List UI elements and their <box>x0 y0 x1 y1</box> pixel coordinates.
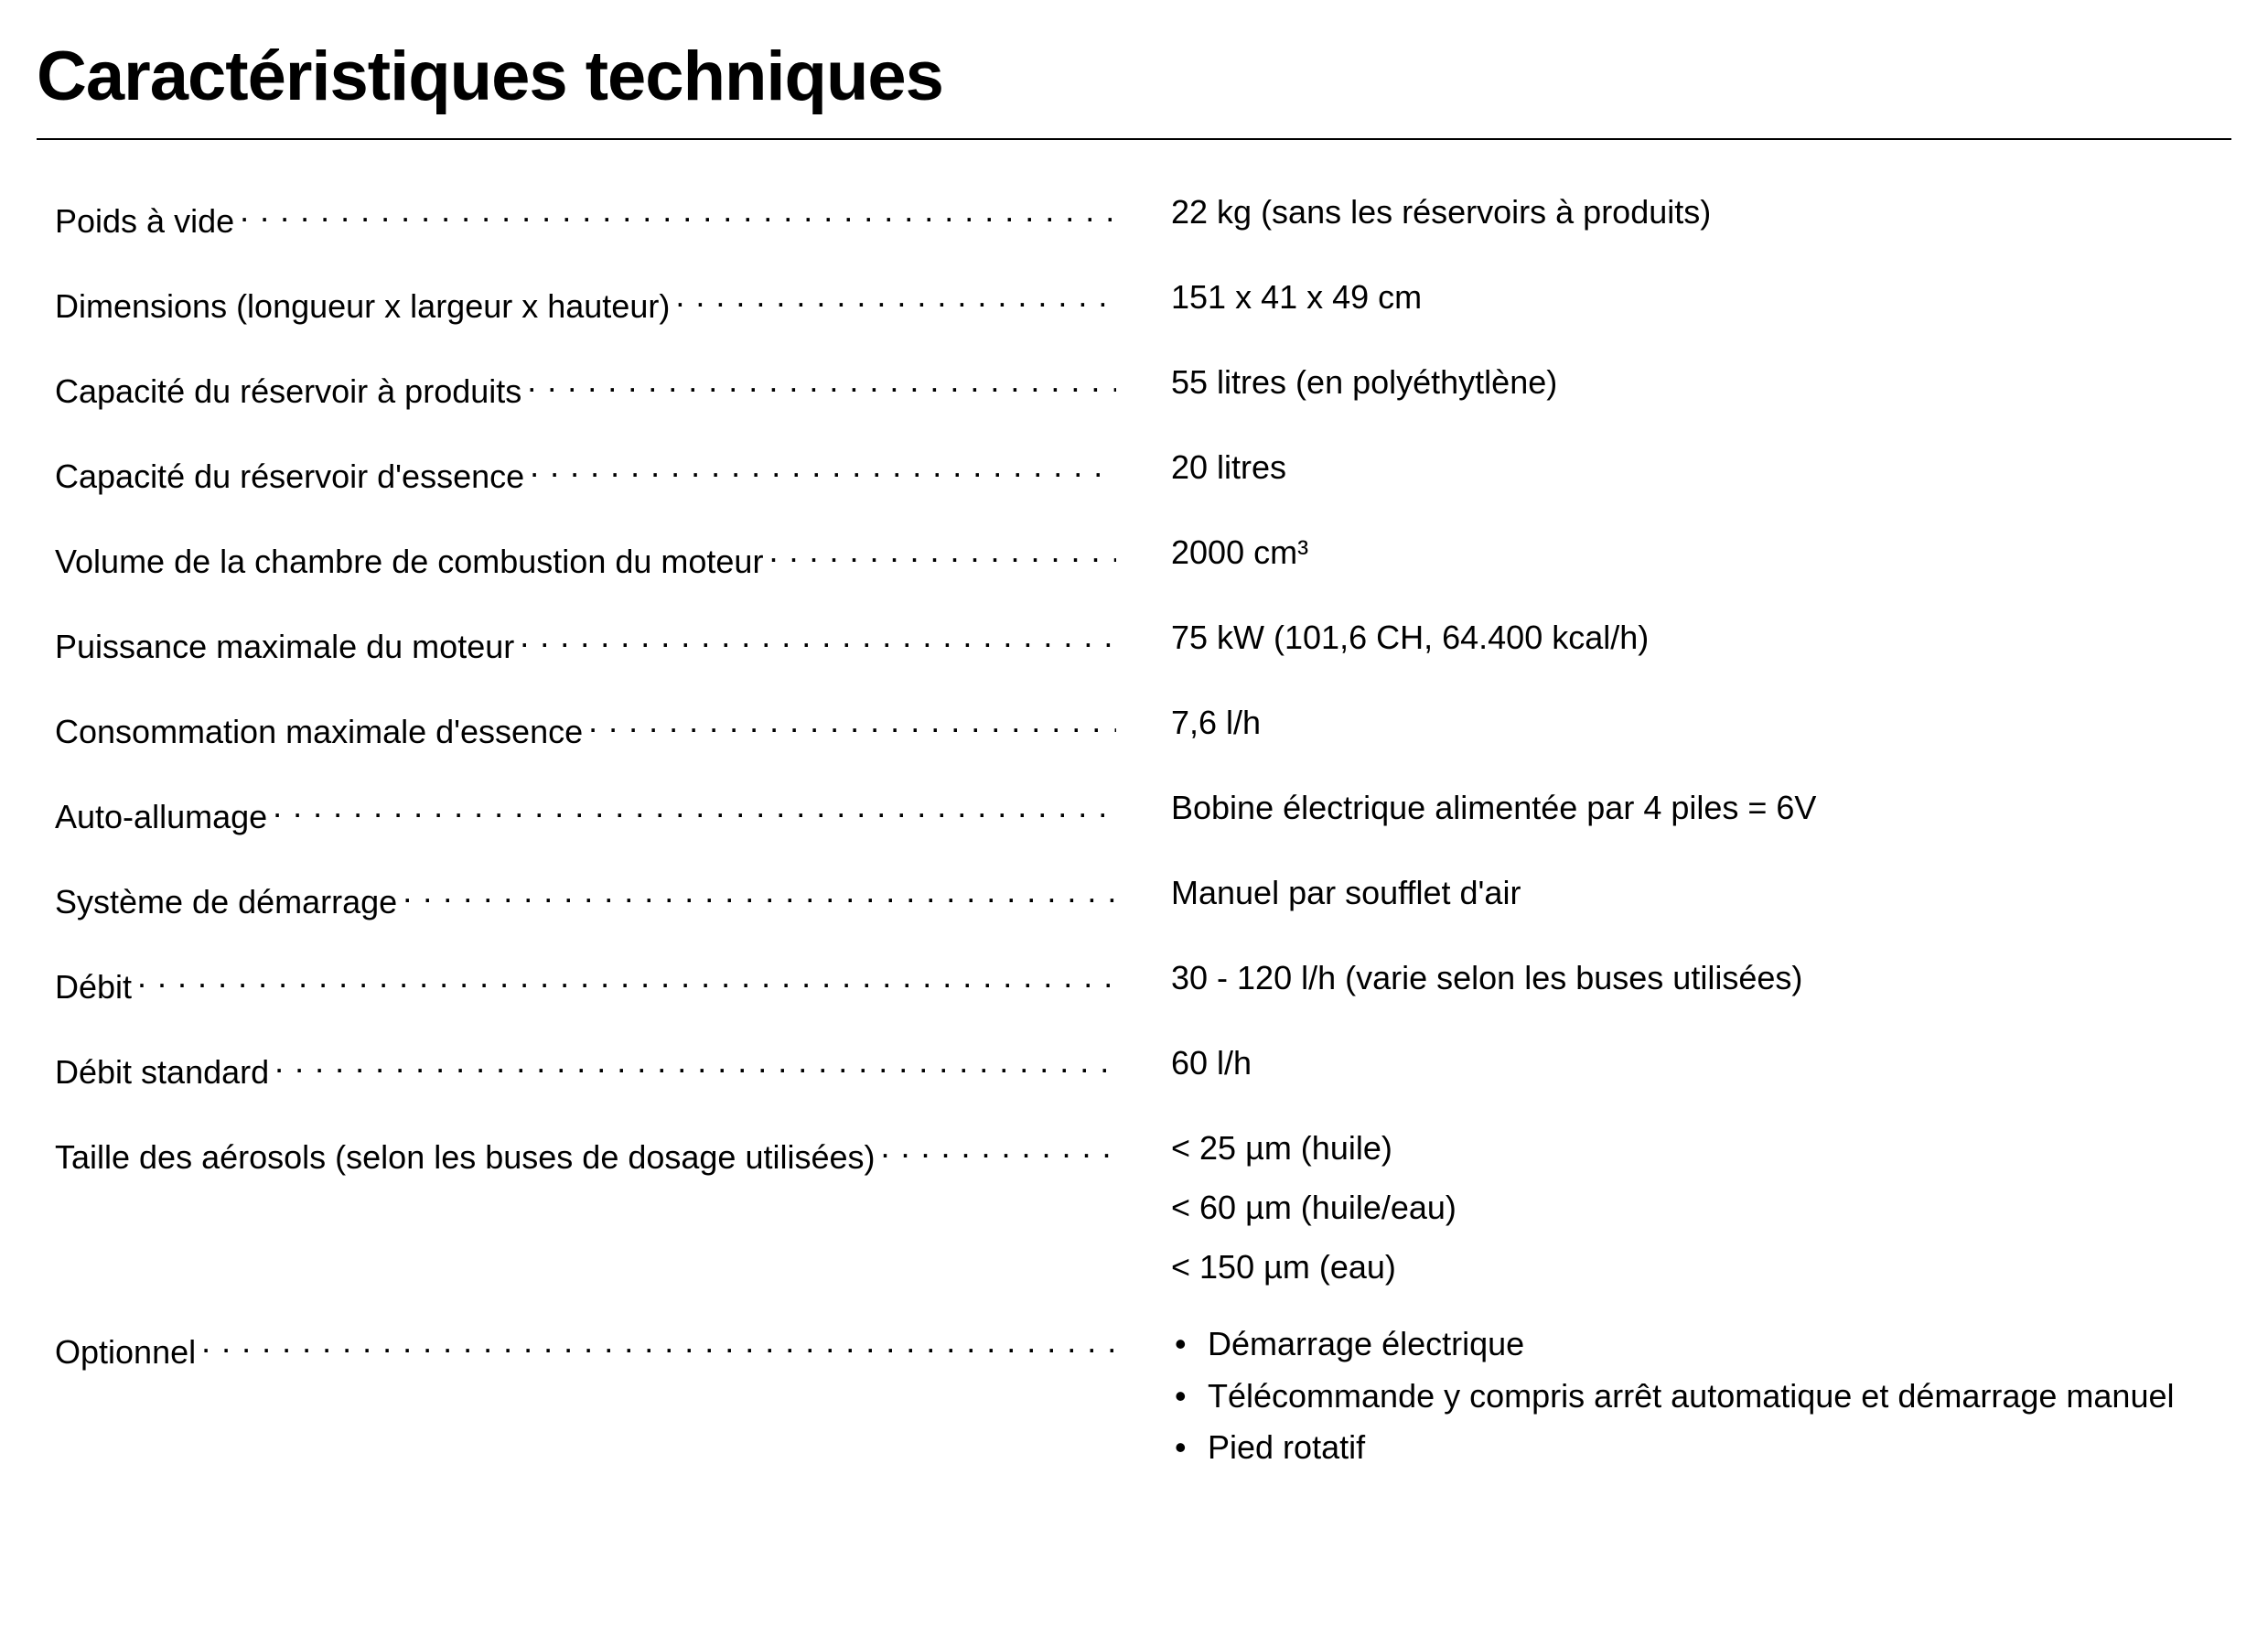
spec-row: Volume de la chambre de combustion du mo… <box>55 532 2231 582</box>
spec-label-wrap: Taille des aérosols (selon les buses de … <box>55 1127 1116 1178</box>
title-rule <box>37 138 2231 140</box>
spec-value-wrap: 60 l/h <box>1116 1042 2231 1083</box>
page: Caractéristiques techniques Poids à vide… <box>0 0 2268 1567</box>
dot-leader <box>527 361 1116 403</box>
dot-leader <box>675 276 1116 318</box>
spec-value-wrap: 55 litres (en polyéthytlène) <box>1116 361 2231 403</box>
spec-value: Manuel par soufflet d'air <box>1171 872 2231 913</box>
dot-leader <box>530 447 1116 488</box>
spec-label: Volume de la chambre de combustion du mo… <box>55 541 769 582</box>
spec-value: 60 l/h <box>1171 1042 2231 1083</box>
spec-label: Dimensions (longueur x largeur x hauteur… <box>55 285 675 327</box>
spec-row: Débit 30 - 120 l/h (varie selon les buses… <box>55 957 2231 1007</box>
dot-leader <box>588 702 1116 743</box>
spec-label-wrap: Consommation maximale d'essence <box>55 702 1116 752</box>
spec-row: Dimensions (longueur x largeur x hauteur… <box>55 276 2231 327</box>
optional-bullet-list: Démarrage électrique Télécommande y compr… <box>1171 1322 2231 1470</box>
spec-value-wrap: 20 litres <box>1116 447 2231 488</box>
spec-label-wrap: Débit standard <box>55 1042 1116 1093</box>
spec-row: Consommation maximale d'essence 7,6 l/h <box>55 702 2231 752</box>
spec-value: 30 - 120 l/h (varie selon les buses util… <box>1171 957 2231 998</box>
spec-value: Bobine électrique alimentée par 4 piles … <box>1171 787 2231 828</box>
spec-value-wrap: < 25 µm (huile) < 60 µm (huile/eau) < 150 … <box>1116 1127 2231 1287</box>
spec-value-wrap: 2000 cm³ <box>1116 532 2231 573</box>
spec-value-wrap: Bobine électrique alimentée par 4 piles … <box>1116 787 2231 828</box>
spec-label-wrap: Puissance maximale du moteur <box>55 617 1116 667</box>
spec-value: < 25 µm (huile) <box>1171 1127 2231 1168</box>
dot-leader <box>520 617 1116 658</box>
optional-bullet-item: Télécommande y compris arrêt automatique… <box>1171 1374 2231 1419</box>
spec-row: Capacité du réservoir d'essence 20 litres <box>55 447 2231 497</box>
spec-value: 75 kW (101,6 CH, 64.400 kcal/h) <box>1171 617 2231 658</box>
spec-value: 7,6 l/h <box>1171 702 2231 743</box>
spec-label-wrap: Capacité du réservoir à produits <box>55 361 1116 412</box>
optional-bullet-item: Démarrage électrique <box>1171 1322 2231 1367</box>
spec-value-wrap: 30 - 120 l/h (varie selon les buses util… <box>1116 957 2231 998</box>
spec-value-wrap: Manuel par soufflet d'air <box>1116 872 2231 913</box>
spec-list: Poids à vide 22 kg (sans les réservoirs à… <box>37 191 2231 1478</box>
spec-value: < 60 µm (huile/eau) <box>1171 1187 2231 1228</box>
spec-label-wrap: Système de démarrage <box>55 872 1116 922</box>
dot-leader <box>769 532 1116 573</box>
dot-leader <box>403 872 1116 913</box>
dot-leader <box>881 1127 1116 1168</box>
spec-value: < 150 µm (eau) <box>1171 1246 2231 1287</box>
spec-label: Capacité du réservoir d'essence <box>55 456 530 497</box>
dot-leader <box>201 1322 1116 1363</box>
dot-leader <box>274 1042 1116 1083</box>
spec-row: Taille des aérosols (selon les buses de … <box>55 1127 2231 1287</box>
spec-label: Auto-allumage <box>55 796 273 837</box>
spec-row: Système de démarrage Manuel par soufflet … <box>55 872 2231 922</box>
spec-label: Consommation maximale d'essence <box>55 711 588 752</box>
spec-label-wrap: Poids à vide <box>55 191 1116 242</box>
spec-value-wrap: Démarrage électrique Télécommande y compr… <box>1116 1322 2231 1478</box>
spec-label-wrap: Dimensions (longueur x largeur x hauteur… <box>55 276 1116 327</box>
spec-label-wrap: Capacité du réservoir d'essence <box>55 447 1116 497</box>
spec-value: 55 litres (en polyéthytlène) <box>1171 361 2231 403</box>
spec-value-wrap: 7,6 l/h <box>1116 702 2231 743</box>
spec-label: Système de démarrage <box>55 881 403 922</box>
spec-row: Poids à vide 22 kg (sans les réservoirs à… <box>55 191 2231 242</box>
spec-label-wrap: Volume de la chambre de combustion du mo… <box>55 532 1116 582</box>
spec-row: Capacité du réservoir à produits 55 litre… <box>55 361 2231 412</box>
dot-leader <box>137 957 1116 998</box>
optional-bullet-item: Pied rotatif <box>1171 1426 2231 1470</box>
spec-row: Débit standard 60 l/h <box>55 1042 2231 1093</box>
spec-label: Optionnel <box>55 1331 201 1372</box>
spec-value-wrap: 151 x 41 x 49 cm <box>1116 276 2231 318</box>
spec-label: Capacité du réservoir à produits <box>55 371 527 412</box>
spec-label-wrap: Auto-allumage <box>55 787 1116 837</box>
spec-value: 22 kg (sans les réservoirs à produits) <box>1171 191 2231 232</box>
spec-value-wrap: 75 kW (101,6 CH, 64.400 kcal/h) <box>1116 617 2231 658</box>
spec-label: Puissance maximale du moteur <box>55 626 520 667</box>
spec-label: Débit standard <box>55 1051 274 1093</box>
spec-value: 151 x 41 x 49 cm <box>1171 276 2231 318</box>
page-title: Caractéristiques techniques <box>37 37 2231 116</box>
spec-row: Auto-allumage Bobine électrique alimentée… <box>55 787 2231 837</box>
spec-label: Poids à vide <box>55 200 240 242</box>
spec-value-wrap: 22 kg (sans les réservoirs à produits) <box>1116 191 2231 232</box>
spec-label: Débit <box>55 966 137 1007</box>
spec-label-wrap: Optionnel <box>55 1322 1116 1372</box>
dot-leader <box>240 191 1116 232</box>
dot-leader <box>273 787 1116 828</box>
spec-row: Puissance maximale du moteur 75 kW (101,6… <box>55 617 2231 667</box>
spec-label-wrap: Débit <box>55 957 1116 1007</box>
spec-value: 20 litres <box>1171 447 2231 488</box>
spec-value: 2000 cm³ <box>1171 532 2231 573</box>
spec-row-optional: Optionnel Démarrage électrique Télécommand… <box>55 1322 2231 1478</box>
spec-label: Taille des aérosols (selon les buses de … <box>55 1136 881 1178</box>
